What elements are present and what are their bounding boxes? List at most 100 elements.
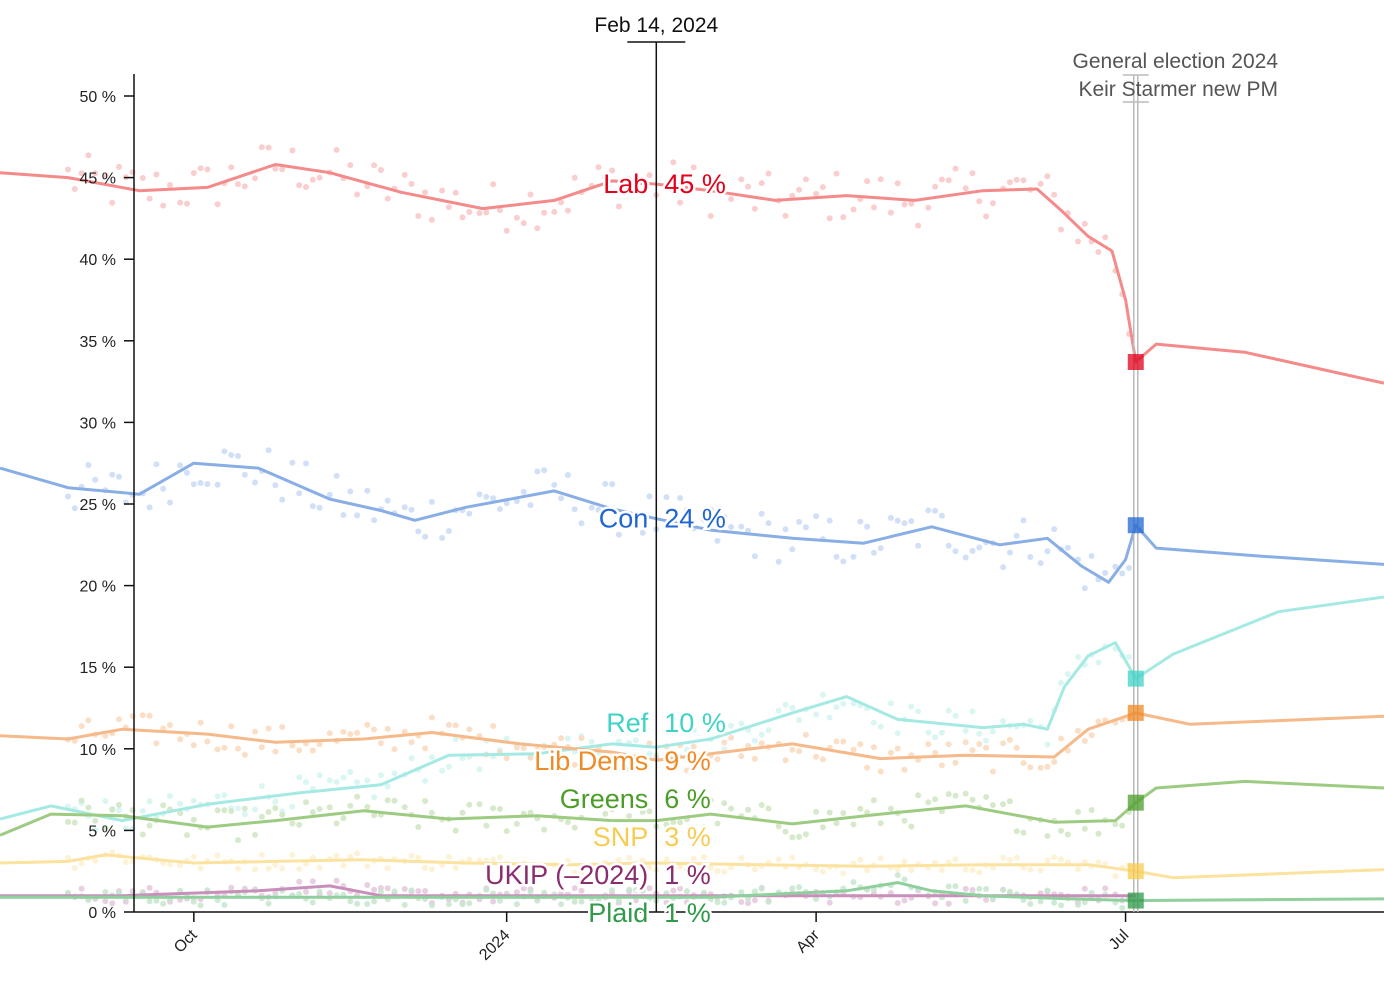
poll-dot [632,517,639,524]
poll-dot [476,766,483,773]
poll-dot [122,859,129,866]
poll-dot [571,898,578,905]
poll-dot [751,755,758,762]
poll-dot [1058,856,1064,863]
poll-dot [354,900,361,907]
poll-dot [1044,887,1051,894]
poll-dot [520,885,527,892]
poll-dot [214,746,221,753]
poll-dot [571,824,578,831]
poll-dot [78,885,85,892]
poll-dot [969,867,976,874]
poll-dot [564,472,571,478]
poll-dot [303,888,309,895]
poll-dot [1020,177,1027,184]
poll-dot [646,885,653,892]
poll-dot [945,900,952,907]
poll-dot [877,545,884,552]
poll-dot [952,165,959,172]
poll-dot [139,712,146,719]
poll-dot [160,485,167,492]
trend-line-0 [0,163,1384,385]
poll-dot [738,899,745,905]
poll-dot [333,146,340,153]
poll-dot [445,204,452,211]
series-name: Ref [606,708,649,738]
poll-dot [1027,901,1034,907]
poll-dot [184,200,190,207]
poll-dot [483,822,490,829]
poll-dot [439,534,446,541]
poll-dot [214,481,221,488]
poll-dot [833,170,840,177]
poll-dot [976,869,983,876]
poll-dot [1013,532,1020,539]
poll-dot [513,868,520,875]
poll-dot [663,821,670,828]
poll-dot [1095,859,1102,866]
poll-dot [1000,886,1007,893]
poll-dot [1044,857,1051,864]
poll-dot [459,755,466,762]
poll-dot [700,824,707,831]
poll-dot [962,885,969,892]
poll-dot [877,855,884,862]
poll-dot [534,759,541,766]
poll-dot [235,805,241,812]
poll-dot [384,885,391,892]
poll-dot [265,725,272,732]
poll-dot [915,222,922,229]
poll-dot [938,512,945,519]
poll-dot [235,865,241,872]
poll-dot [775,856,782,863]
series-value: 6 % [664,784,711,814]
poll-dot [877,723,884,730]
poll-dot [1112,873,1119,880]
poll-dot [452,827,459,834]
poll-dot [925,741,932,748]
poll-dot [1051,758,1058,765]
poll-dot [527,888,534,895]
poll-dot [751,866,758,873]
poll-dot [602,753,609,760]
poll-dot [326,804,333,811]
poll-dot [615,531,622,538]
poll-dot [265,144,272,151]
poll-dot [289,851,296,858]
poll-dot [700,516,707,523]
poll-dot [1075,238,1081,245]
poll-dot [925,799,932,806]
cursor-layer[interactable]: Feb 14, 2024 [594,14,718,912]
poll-dot [265,865,272,872]
poll-dot [1112,563,1119,570]
poll-dot [989,864,996,871]
series-name: Con [599,504,649,534]
poll-dot [962,739,969,746]
poll-dot [177,810,184,817]
poll-dot [139,831,146,838]
poll-dot [371,898,378,905]
series-label-4: Greens 6 % [557,782,713,817]
poll-dot [1075,727,1081,734]
poll-dot [765,727,772,734]
poll-dot [1006,179,1013,186]
poll-dot [850,700,857,707]
poll-dot [1081,585,1088,592]
poll-dot [728,722,735,729]
election-result-marker-0 [1127,354,1144,371]
poll-dot [826,809,833,816]
y-tick-label: 45 % [80,171,116,188]
poll-dot [632,737,639,744]
poll-dot [258,144,265,151]
poll-dot [272,165,279,172]
poll-dot [887,749,894,756]
poll-dot [989,200,996,207]
y-tick-label: 30 % [80,415,116,432]
poll-dot [707,213,714,219]
poll-dot [1006,888,1013,895]
poll-dot [221,448,228,455]
poll-dot [116,473,122,480]
poll-dot [102,798,109,805]
poll-dot [1037,867,1044,874]
poll-dot [864,523,871,530]
